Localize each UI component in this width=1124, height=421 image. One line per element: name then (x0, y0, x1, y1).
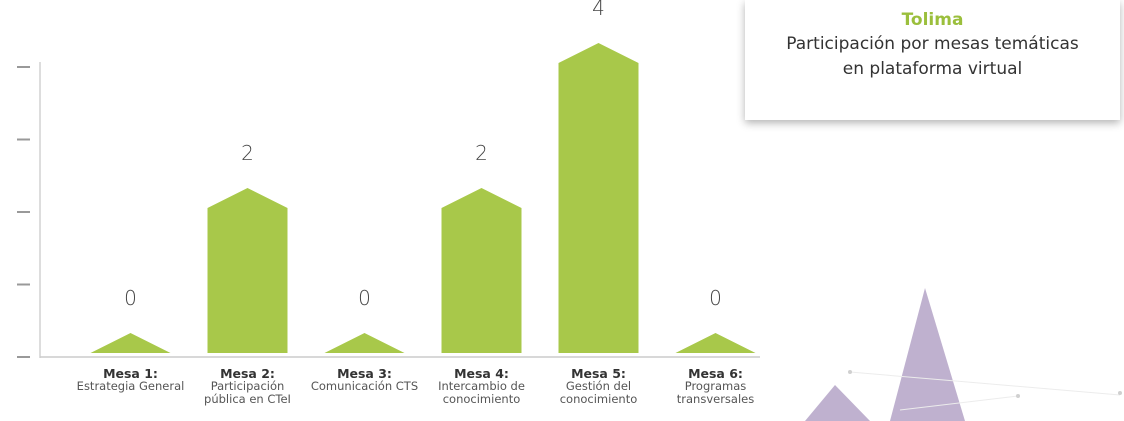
value-label: 2 (241, 141, 254, 165)
bar (558, 43, 639, 353)
chart-subtitle: Participación por mesas temáticas en pla… (786, 34, 1079, 79)
value-label: 0 (358, 286, 371, 310)
category-description: Programas transversales (676, 379, 755, 406)
category-description: Estrategia General (76, 379, 185, 393)
x-tick-label: Mesa 1: Estrategia General (73, 367, 189, 393)
x-tick-label: Mesa 4: Intercambio de conocimiento (424, 367, 540, 406)
category-name: Mesa 6: (688, 366, 743, 381)
category-name: Mesa 5: (571, 366, 626, 381)
value-label: 2 (475, 141, 488, 165)
x-tick-label: Mesa 2: Participación pública en CTeI (190, 367, 306, 406)
title-box: Tolima Participación por mesas temáticas… (745, 0, 1120, 120)
category-name: Mesa 2: (220, 366, 275, 381)
category-name: Mesa 4: (454, 366, 509, 381)
x-tick-label: Mesa 3: Comunicación CTS (307, 367, 423, 393)
value-label: 4 (592, 0, 605, 20)
bar (90, 333, 171, 353)
category-description: Intercambio de conocimiento (438, 379, 525, 406)
bar (207, 188, 288, 353)
value-label: 0 (709, 286, 722, 310)
category-name: Mesa 3: (337, 366, 392, 381)
category-description: Comunicación CTS (310, 379, 419, 393)
category-description: Participación pública en CTeI (204, 379, 291, 406)
chart-title: Tolima (901, 10, 964, 30)
x-tick-label: Mesa 6: Programas transversales (658, 367, 774, 406)
value-label: 0 (124, 286, 137, 310)
bar (675, 333, 756, 353)
category-description: Gestión del conocimiento (559, 379, 638, 406)
x-tick-label: Mesa 5: Gestión del conocimiento (541, 367, 657, 406)
bar (324, 333, 405, 353)
decoration (805, 288, 1122, 421)
bar (441, 188, 522, 353)
category-name: Mesa 1: (103, 366, 158, 381)
